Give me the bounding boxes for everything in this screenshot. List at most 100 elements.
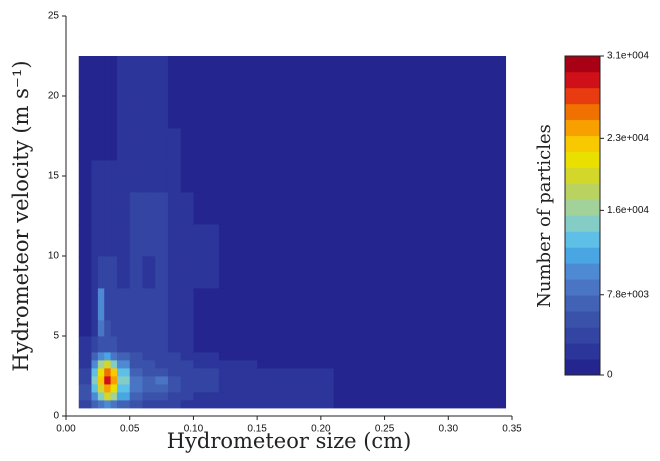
heatmap-cell: [91, 192, 99, 225]
heatmap-cell: [155, 192, 169, 225]
heatmap-cell: [155, 160, 169, 193]
heatmap-cell: [155, 96, 169, 129]
heatmap-cell: [257, 360, 334, 369]
heatmap-cell: [333, 288, 507, 321]
y-tick-label: 5: [53, 331, 59, 342]
heatmap-cell: [180, 224, 194, 257]
heatmap-cell: [142, 192, 156, 225]
heatmap-cell: [180, 256, 194, 289]
heatmap-cell: [97, 56, 105, 97]
heatmap-cell: [193, 224, 220, 257]
heatmap-cell: [129, 56, 143, 97]
heatmap-cell: [167, 256, 182, 289]
y-axis-title: Hydrometeor velocity (m s⁻¹): [9, 60, 33, 371]
heatmap-cell: [110, 368, 118, 377]
heatmap-cell: [116, 336, 131, 353]
heatmap-cell: [91, 392, 99, 401]
heatmap-cell: [257, 352, 334, 361]
heatmap-cell: [218, 392, 258, 401]
heatmap-cell: [129, 336, 143, 353]
heatmap-cell: [110, 376, 118, 385]
x-axis-title: Hydrometeor size (cm): [167, 429, 412, 453]
colorbar-swatch: [565, 327, 600, 344]
heatmap-cell: [180, 288, 194, 321]
heatmap-cell: [333, 256, 507, 289]
heatmap-cell: [167, 336, 182, 353]
heatmap-cell: [91, 56, 99, 97]
heatmap-cell: [129, 376, 143, 385]
x-tick-label: 0.35: [502, 424, 522, 435]
heatmap-cell: [218, 96, 258, 129]
heatmap-cell: [110, 360, 118, 369]
colorbar-swatch: [565, 279, 600, 296]
y-tick-label: 20: [48, 91, 60, 102]
heatmap-cell: [116, 224, 131, 257]
heatmap-cell: [129, 288, 143, 321]
heatmap-cell: [180, 392, 194, 401]
heatmap-cell: [78, 192, 92, 225]
colorbar-swatch: [565, 56, 600, 73]
heatmap-cell: [155, 392, 169, 401]
heatmap-cell: [218, 368, 258, 377]
heatmap-cell: [116, 288, 131, 321]
heatmap-cell: [218, 128, 258, 161]
heatmap-cell: [333, 160, 507, 193]
heatmap-cell: [167, 96, 182, 129]
colorbar-swatch: [565, 183, 600, 200]
heatmap-cell: [78, 56, 92, 97]
heatmap-cell: [167, 360, 182, 369]
heatmap-cell: [97, 384, 105, 393]
heatmap-cell: [167, 376, 182, 385]
heatmap-cell: [104, 352, 111, 361]
heatmap-cell: [97, 352, 105, 361]
heatmap-cell: [193, 336, 220, 353]
heatmap-cell: [91, 128, 99, 161]
heatmap-cell: [257, 336, 334, 353]
heatmap-cell: [91, 384, 99, 393]
heatmap-cell: [257, 192, 334, 225]
heatmap-cell: [142, 392, 156, 401]
heatmap-cell: [218, 384, 258, 393]
heatmap-cell: [180, 400, 194, 409]
colorbar-tick-label: 1.6e+004: [607, 205, 649, 216]
heatmap-cell: [257, 320, 334, 337]
heatmap-cell: [142, 384, 156, 393]
heatmap-cell: [142, 400, 156, 409]
heatmap-cell: [129, 360, 143, 369]
heatmap-cell: [257, 288, 334, 321]
heatmap-cell: [180, 56, 194, 97]
heatmap-cell: [110, 392, 118, 401]
heatmap-cell: [333, 376, 507, 385]
heatmap-cell: [104, 128, 111, 161]
heatmap-cell: [116, 376, 131, 385]
heatmap-cell: [218, 352, 258, 361]
heatmap-cell: [91, 224, 99, 257]
heatmap-cell: [110, 400, 118, 409]
heatmap-cell: [97, 360, 105, 369]
heatmap-cell: [78, 368, 92, 377]
heatmap-cell: [180, 336, 194, 353]
heatmap-cell: [167, 288, 182, 321]
heatmap-cell: [97, 400, 105, 409]
heatmap-cell: [167, 192, 182, 225]
heatmap-cell: [257, 96, 334, 129]
heatmap-cell: [333, 96, 507, 129]
heatmap-cell: [180, 352, 194, 361]
heatmap-cell: [155, 352, 169, 361]
heatmap-cell: [78, 160, 92, 193]
heatmap-cell: [257, 392, 334, 401]
colorbar-swatch: [565, 71, 600, 89]
heatmap-cell: [180, 384, 194, 393]
heatmap-cell: [91, 368, 99, 377]
heatmap-cell: [78, 256, 92, 289]
heatmap-cell: [110, 336, 118, 353]
heatmap-cell: [91, 360, 99, 369]
colorbar-tick-label: 3.1e+004: [607, 51, 649, 62]
heatmap-cell: [104, 288, 111, 321]
heatmap-cell: [167, 352, 182, 361]
heatmap-cell: [104, 256, 111, 289]
heatmap-cell: [180, 96, 194, 129]
heatmap-cell: [333, 368, 507, 377]
heatmap-cell: [97, 96, 105, 129]
heatmap-cell: [78, 288, 92, 321]
